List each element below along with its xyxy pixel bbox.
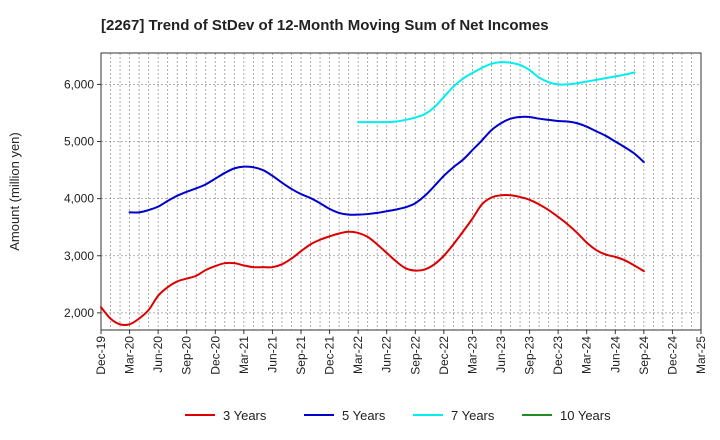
x-tick-label: Sep-24	[637, 336, 651, 375]
plot-area-frame	[100, 52, 702, 331]
x-tick-label: Sep-21	[294, 336, 308, 375]
legend-label-10-years: 10 Years	[560, 408, 611, 423]
y-tick-label: 2,000	[64, 306, 94, 320]
x-tick-label: Mar-21	[237, 336, 251, 374]
legend-label-5-years: 5 Years	[342, 408, 386, 423]
x-tick-label: Mar-20	[123, 336, 137, 374]
y-tick-label: 6,000	[64, 77, 94, 91]
x-tick-label: Dec-19	[94, 336, 108, 375]
x-tick-label: Dec-24	[665, 336, 679, 375]
series-line-5-years	[128, 115, 645, 216]
x-axis-ticks: Dec-19 Mar-20 Jun-20 Sep-20 Dec-20 Mar-21 Jun-…	[94, 330, 708, 375]
x-tick-label: Dec-21	[323, 336, 337, 375]
x-tick-label: Dec-22	[437, 336, 451, 375]
x-tick-label: Jun-22	[380, 336, 394, 373]
x-tick-label: Jun-21	[265, 336, 279, 373]
legend-label-7-years: 7 Years	[451, 408, 495, 423]
y-axis-ticks: 2,000 3,000 4,000 5,000 6,000	[64, 77, 101, 320]
y-tick-label: 4,000	[64, 192, 94, 206]
x-tick-label: Mar-23	[465, 336, 479, 374]
x-tick-label: Dec-23	[551, 336, 565, 375]
series-line-7-years	[357, 61, 636, 124]
series-layer	[100, 61, 645, 327]
x-tick-label: Sep-23	[523, 336, 537, 375]
series-line-3-years	[100, 193, 645, 327]
legend-label-3-years: 3 Years	[223, 408, 267, 423]
x-tick-label: Dec-20	[208, 336, 222, 375]
y-axis-label: Amount (million yen)	[7, 132, 22, 251]
grid-lines	[100, 53, 702, 330]
y-tick-label: 5,000	[64, 135, 94, 149]
x-tick-label: Mar-22	[351, 336, 365, 374]
y-tick-label: 3,000	[64, 249, 94, 263]
x-tick-label: Sep-22	[408, 336, 422, 375]
x-tick-label: Jun-20	[151, 336, 165, 373]
x-tick-label: Mar-25	[694, 336, 708, 374]
legend: 3 Years 5 Years 7 Years 10 Years	[185, 408, 611, 423]
x-tick-label: Mar-24	[580, 336, 594, 374]
x-tick-label: Jun-23	[494, 336, 508, 373]
x-tick-label: Sep-20	[180, 336, 194, 375]
chart-title: [2267] Trend of StDev of 12-Month Moving…	[101, 17, 549, 34]
x-tick-label: Jun-24	[608, 336, 622, 373]
